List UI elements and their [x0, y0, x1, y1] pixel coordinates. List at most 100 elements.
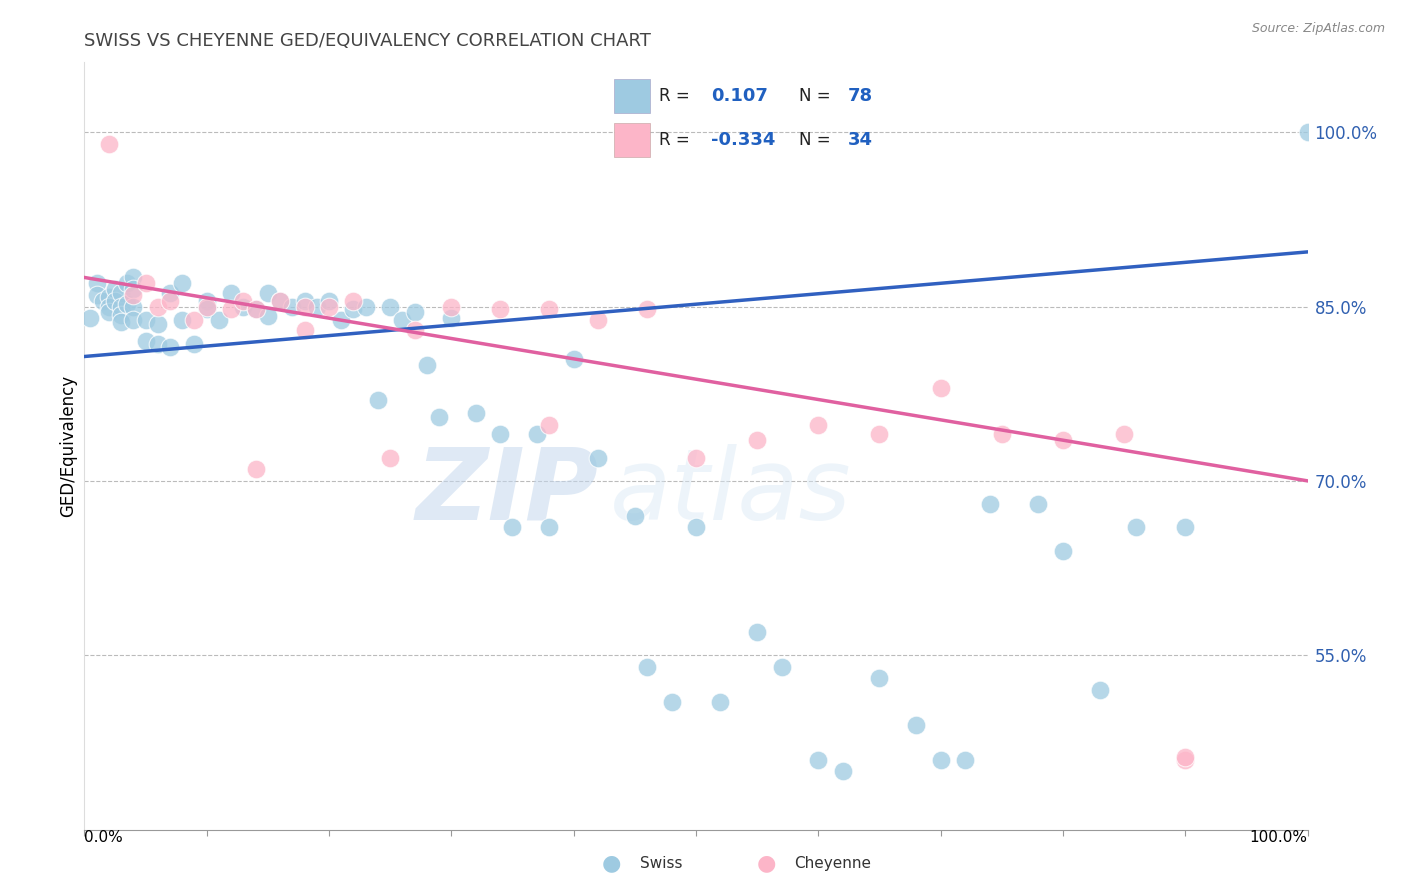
Point	[416, 358, 439, 372]
Point	[104, 282, 127, 296]
Point	[636, 660, 658, 674]
Point	[269, 293, 291, 308]
Point	[342, 301, 364, 316]
Point	[367, 392, 389, 407]
Point	[526, 427, 548, 442]
Point	[770, 660, 793, 674]
Point	[232, 293, 254, 308]
Point	[122, 288, 145, 302]
Point	[195, 301, 218, 316]
Point	[1114, 427, 1136, 442]
Point	[245, 462, 267, 476]
Point	[538, 520, 561, 534]
Text: 0.0%: 0.0%	[84, 830, 124, 845]
Point	[86, 288, 108, 302]
Point	[294, 323, 316, 337]
Point	[195, 293, 218, 308]
Point	[538, 301, 561, 316]
Point	[953, 753, 976, 767]
Text: Swiss: Swiss	[640, 856, 682, 871]
Point	[159, 293, 181, 308]
Point	[281, 300, 304, 314]
Point	[330, 313, 353, 327]
Point	[502, 520, 524, 534]
Point	[219, 285, 242, 300]
Point	[747, 433, 769, 447]
Point	[305, 300, 328, 314]
Point	[172, 313, 194, 327]
Point	[380, 300, 402, 314]
Text: 100.0%: 100.0%	[1250, 830, 1308, 845]
Point	[586, 450, 609, 465]
Point	[1088, 683, 1111, 698]
Point	[122, 282, 145, 296]
Point	[257, 309, 280, 323]
Point	[342, 293, 364, 308]
Point	[929, 381, 952, 395]
Point	[869, 672, 891, 686]
Point	[135, 334, 157, 349]
Point	[159, 340, 181, 354]
Point	[122, 300, 145, 314]
Point	[562, 351, 585, 366]
Point	[991, 427, 1014, 442]
Point	[97, 305, 120, 319]
Point	[146, 300, 169, 314]
Point	[146, 317, 169, 331]
Point	[257, 285, 280, 300]
Point	[232, 300, 254, 314]
Point	[1296, 125, 1319, 139]
Point	[1052, 433, 1074, 447]
Point	[929, 753, 952, 767]
Point	[97, 290, 120, 304]
Point	[318, 300, 340, 314]
Point	[318, 293, 340, 308]
Point	[219, 301, 242, 316]
Point	[709, 695, 731, 709]
Point	[404, 323, 426, 337]
Point	[91, 293, 114, 308]
Point	[135, 277, 157, 291]
Point	[869, 427, 891, 442]
Point	[747, 624, 769, 639]
Point	[538, 418, 561, 433]
Point	[110, 285, 132, 300]
Point	[1028, 497, 1050, 511]
Point	[110, 308, 132, 322]
Point	[104, 293, 127, 308]
Point	[404, 305, 426, 319]
Point	[115, 277, 138, 291]
Point	[115, 297, 138, 311]
Point	[685, 520, 707, 534]
Point	[146, 336, 169, 351]
Point	[245, 301, 267, 316]
Point	[122, 313, 145, 327]
Point	[636, 301, 658, 316]
Text: Cheyenne: Cheyenne	[794, 856, 872, 871]
Y-axis label: GED/Equivalency: GED/Equivalency	[59, 375, 77, 517]
Point	[354, 300, 377, 314]
Point	[79, 311, 101, 326]
Point	[1174, 520, 1197, 534]
Point	[489, 427, 512, 442]
Point	[831, 764, 853, 779]
Point	[979, 497, 1001, 511]
Text: atlas: atlas	[610, 443, 852, 541]
Point	[195, 300, 218, 314]
Point	[245, 301, 267, 316]
Point	[110, 315, 132, 329]
Point	[905, 718, 928, 732]
Point	[294, 293, 316, 308]
Point	[391, 313, 413, 327]
Point	[624, 508, 647, 523]
Text: Source: ZipAtlas.com: Source: ZipAtlas.com	[1251, 22, 1385, 36]
Point	[685, 450, 707, 465]
Point	[183, 313, 205, 327]
Point	[1125, 520, 1147, 534]
Point	[427, 409, 450, 424]
Point	[208, 313, 231, 327]
Point	[489, 301, 512, 316]
Point	[122, 270, 145, 285]
Text: SWISS VS CHEYENNE GED/EQUIVALENCY CORRELATION CHART: SWISS VS CHEYENNE GED/EQUIVALENCY CORREL…	[84, 32, 651, 50]
Text: ZIP: ZIP	[415, 443, 598, 541]
